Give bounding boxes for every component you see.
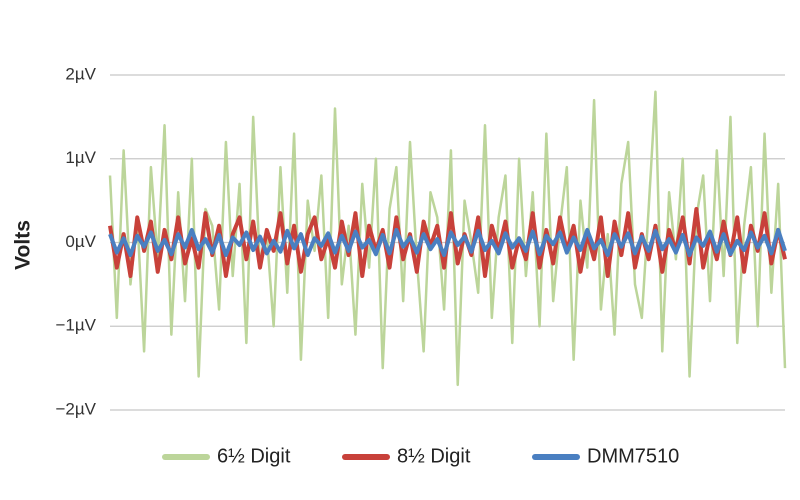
y-axis-label: Volts	[12, 220, 35, 270]
y-tick-label: −1µV	[55, 316, 96, 335]
legend-label: 8½ Digit	[397, 445, 471, 467]
legend-label: DMM7510	[587, 445, 679, 467]
legend-label: 6½ Digit	[217, 445, 291, 467]
y-tick-label: 2µV	[65, 64, 96, 83]
series-line	[108, 227, 787, 258]
y-tick-label: 0µV	[65, 232, 96, 251]
y-tick-label: 1µV	[65, 148, 96, 167]
y-tick-label: −2µV	[55, 399, 96, 418]
